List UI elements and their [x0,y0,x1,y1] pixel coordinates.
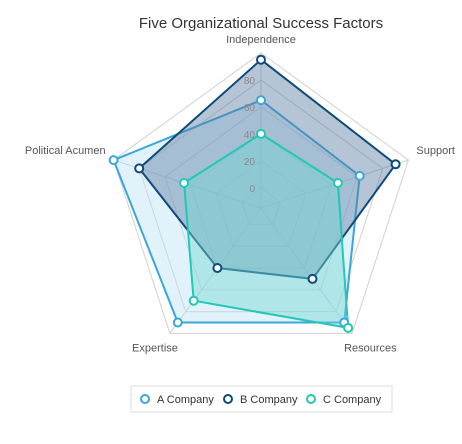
axis-spoke-resources [260,207,353,334]
data-point-c-company-expertise[interactable] [188,295,199,306]
data-point-a-company-political-acumen[interactable] [108,155,119,166]
data-point-c-company-support[interactable] [332,178,343,188]
data-point-b-company-expertise[interactable] [212,263,223,273]
legend-marker-a-company[interactable] [140,394,150,404]
data-point-a-company-expertise[interactable] [172,317,183,328]
data-point-c-company-independence[interactable] [256,128,266,139]
legend-marker-b-company[interactable] [223,394,233,404]
series-area-b-company [138,58,397,280]
axis-labels: Independence Support Resources Expertise Pol… [25,34,455,354]
radial-tick-labels: 0 20 40 60 80 [244,76,256,195]
data-point-b-company-support[interactable] [390,159,401,170]
series-area-a-company [112,99,361,324]
radial-tick-label-0: 0 [249,184,255,195]
radar-series-layer [108,54,401,333]
radial-tick-label-40: 40 [244,130,256,141]
legend-label-a-company[interactable]: A Company [157,394,214,406]
chart-title: Five Organizational Success Factors [139,15,383,32]
radial-tick-label-60: 60 [244,103,256,114]
axis-label-expertise: Expertise [132,342,178,354]
axis-label-support: Support [416,145,455,157]
axis-label-resources: Resources [344,342,397,354]
data-point-a-company-independence[interactable] [256,95,266,106]
grid-ring-20 [215,160,307,247]
legend-label-c-company[interactable]: C Company [323,394,382,406]
grid-ring-60 [164,106,358,291]
legend-box [130,385,393,413]
data-point-b-company-resources[interactable] [307,273,318,284]
legend-marker-c-company[interactable] [306,394,316,404]
radial-tick-label-20: 20 [244,157,256,168]
radial-tick-label-80: 80 [244,76,256,87]
axis-label-political-acumen: Political Acumen [25,145,106,157]
grid-ring-40 [189,133,333,269]
data-point-a-company-support[interactable] [354,170,365,181]
data-point-c-company-resources[interactable] [343,322,354,333]
legend: A Company B Company C Company [130,385,393,413]
grid-ring-0 [241,187,281,225]
data-point-b-company-political-acumen[interactable] [134,163,145,174]
grid-ring-100 [113,52,409,334]
data-point-b-company-independence[interactable] [256,54,266,65]
axis-label-independence: Independence [226,34,296,46]
legend-label-b-company[interactable]: B Company [240,394,298,406]
data-point-c-company-political-acumen[interactable] [179,178,190,188]
series-area-c-company [183,132,350,329]
